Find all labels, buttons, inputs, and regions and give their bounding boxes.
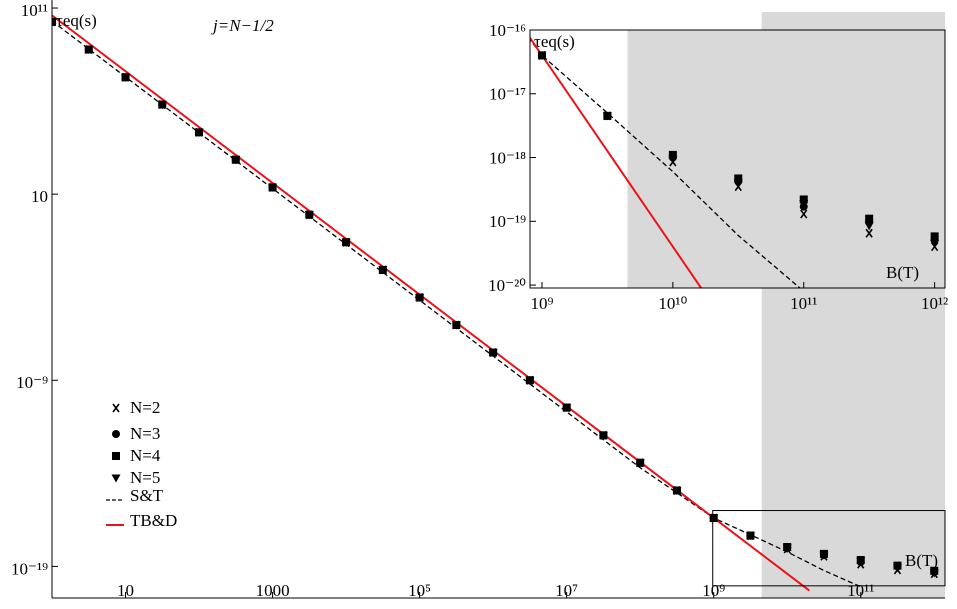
marker — [745, 532, 755, 541]
legend-label: TB&D — [130, 511, 177, 530]
marker — [84, 46, 94, 55]
marker — [451, 321, 461, 330]
marker — [111, 474, 121, 483]
x-tick-label: 10⁹ — [531, 294, 554, 313]
x-tick-label: 10⁷ — [555, 581, 578, 600]
marker — [231, 156, 241, 165]
marker — [864, 222, 874, 231]
data-layer — [52, 14, 939, 592]
x-tick-label: 1000 — [256, 581, 290, 600]
shaded-region — [627, 30, 945, 288]
marker — [52, 18, 57, 27]
marker — [304, 211, 314, 220]
legend-label: N=4 — [130, 446, 161, 465]
marker — [930, 232, 939, 241]
marker — [709, 514, 719, 523]
legend-label: S&T — [130, 486, 164, 505]
marker — [341, 238, 351, 247]
data-layer — [530, 36, 940, 288]
marker — [562, 404, 572, 413]
marker — [268, 183, 278, 192]
marker — [488, 349, 498, 358]
marker — [598, 431, 608, 440]
marker — [672, 486, 682, 495]
marker — [800, 209, 808, 219]
marker — [157, 101, 167, 110]
marker — [930, 239, 940, 248]
marker — [525, 376, 535, 385]
marker — [602, 112, 612, 121]
marker — [635, 459, 645, 468]
marker — [734, 174, 743, 183]
marker — [799, 195, 808, 204]
marker — [865, 228, 873, 238]
y-tick-label: 10¹¹ — [21, 1, 48, 20]
y-axis-label: τeq(s) — [534, 32, 575, 51]
x-tick-label: 10⁹ — [702, 581, 725, 600]
marker — [668, 150, 677, 159]
marker — [378, 266, 388, 275]
legend-label: N=2 — [130, 398, 160, 417]
marker — [929, 569, 939, 578]
legend-label: N=5 — [130, 468, 160, 487]
x-tick-label: 10¹⁰ — [658, 294, 687, 313]
line — [52, 14, 810, 592]
y-tick-label: 10⁻¹⁷ — [489, 85, 526, 104]
y-axis-label: τeq(s) — [56, 11, 97, 30]
marker — [112, 403, 120, 413]
marker — [733, 179, 743, 188]
marker — [112, 430, 120, 438]
y-tick-label: 10⁻¹⁶ — [489, 21, 526, 40]
marker — [865, 214, 874, 223]
x-tick-label: 10¹¹ — [790, 294, 817, 313]
marker — [782, 544, 792, 553]
x-tick-label: 10¹¹ — [847, 581, 874, 600]
marker — [668, 155, 678, 164]
zoom-box — [712, 510, 946, 587]
marker — [799, 200, 809, 209]
marker — [194, 128, 204, 137]
marker — [856, 557, 866, 566]
chart-title: j=N−1/2 — [211, 16, 274, 35]
marker — [819, 551, 829, 560]
marker — [415, 293, 425, 302]
marker — [121, 73, 131, 82]
line — [530, 38, 801, 288]
y-tick-label: 10⁻¹⁸ — [489, 148, 526, 167]
legend: N=2 N=3 N=4 N=5S&T TB&D — [106, 398, 177, 530]
y-tick-label: 10⁻¹⁹ — [11, 559, 48, 578]
inset-plot: 10⁹ 10¹⁰ 10¹¹ 10¹² 10⁻¹⁶ 10⁻¹⁷ 10⁻¹⁸ 10⁻¹⁹ 10⁻²⁰… — [488, 21, 948, 313]
x-tick-label: 10⁵ — [408, 581, 431, 600]
y-tick-label: 10⁻⁹ — [16, 373, 48, 392]
x-axis-label: B(T) — [886, 263, 919, 282]
x-axis-label: B(T) — [905, 551, 938, 570]
y-tick-label: 10 — [31, 187, 48, 206]
y-tick-label: 10⁻¹⁹ — [489, 212, 526, 231]
legend-label: N=3 — [130, 424, 160, 443]
y-tick-label: 10⁻²⁰ — [488, 276, 526, 295]
inset-frame — [529, 29, 946, 289]
x-tick-label: 10 — [117, 581, 134, 600]
marker — [537, 51, 547, 60]
x-tick-label: 10¹² — [921, 294, 948, 313]
marker — [112, 452, 120, 460]
marker — [892, 564, 902, 573]
